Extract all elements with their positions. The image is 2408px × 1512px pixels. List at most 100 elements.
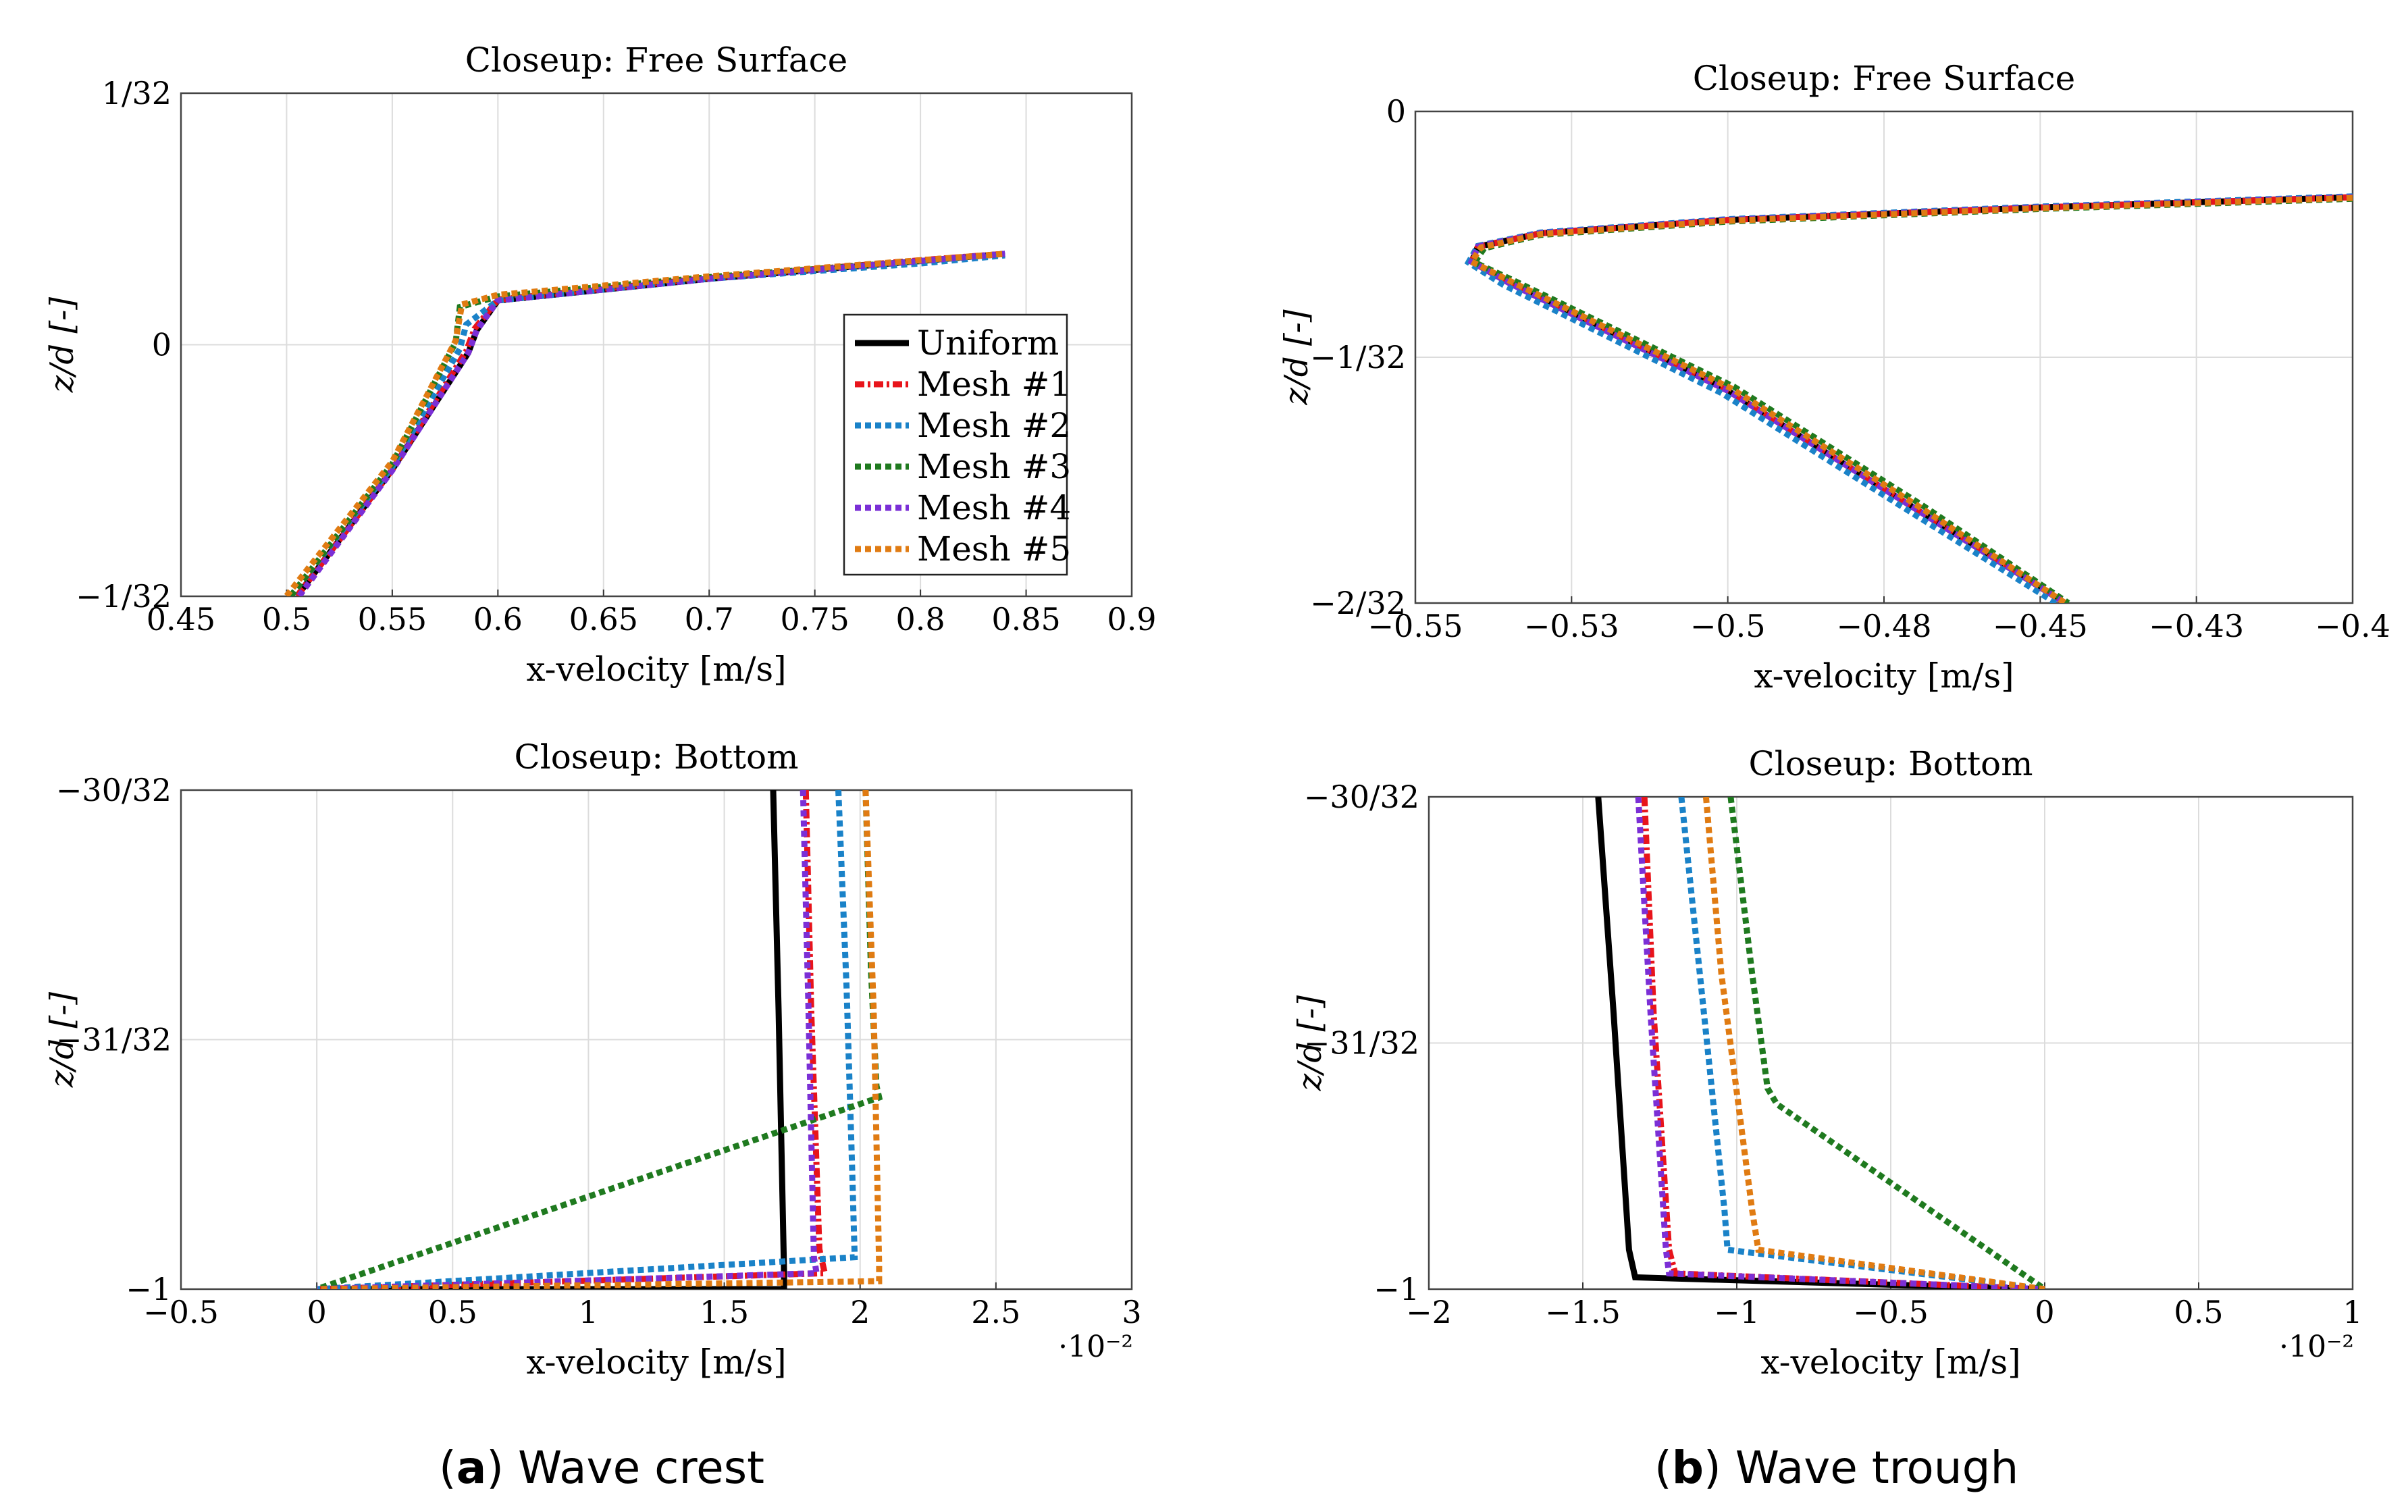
series-line-uniform	[1467, 194, 2353, 603]
plot-frame	[180, 92, 1133, 598]
caption-b-letter: b	[1671, 1442, 1704, 1494]
plot-frame	[1428, 796, 2354, 1291]
series-line-mesh-5	[1467, 194, 2353, 603]
y-tick-label: −2/32	[1310, 585, 1406, 621]
series-line-mesh-4	[296, 251, 1005, 596]
x-tick-label: 0.7	[685, 601, 734, 637]
y-tick-label: −1	[1373, 1271, 1419, 1307]
x-tick-label: −0.43	[2149, 608, 2244, 644]
x-tick-label: 0.45	[147, 601, 215, 637]
x-tick-label: 1.5	[700, 1294, 749, 1330]
series-line-mesh-1	[1467, 194, 2353, 603]
y-axis-label: z/d [-]	[1291, 995, 1329, 1091]
chart-crest-surface: 0.45 0.5 0.55 0.6 0.65 0.7 0.75 0.8 0.85 0.9 −1/32…	[43, 41, 1157, 689]
x-tick-label: 0.65	[569, 601, 638, 637]
x-tick-label: 0.8	[896, 601, 945, 637]
x-axis-label: x-velocity [m/s]	[526, 1342, 786, 1382]
y-tick-label: −1	[126, 1271, 172, 1307]
x-tick-label: 0.85	[991, 601, 1060, 637]
series-line-mesh-4	[1467, 194, 2353, 603]
y-tick-label: −30/32	[1304, 779, 1419, 815]
series-line-mesh-3	[288, 251, 1005, 596]
chart-title: Closeup: Free Surface	[465, 41, 847, 80]
caption-wave-crest: (a) Wave crest	[439, 1442, 764, 1494]
x-tick-label: 0.75	[780, 601, 849, 637]
x-tick-label: 0.9	[1107, 601, 1156, 637]
series-line-mesh-1	[1641, 797, 2045, 1289]
caption-a-letter: a	[456, 1442, 487, 1494]
series-group	[284, 251, 1005, 596]
y-axis-label: z/d [-]	[1278, 309, 1315, 405]
x-tick-label: 0	[307, 1294, 327, 1330]
series-line-mesh-4	[316, 790, 820, 1289]
caption-a-text: Wave crest	[518, 1442, 764, 1494]
series-line-mesh-5	[317, 790, 883, 1289]
x-axis-label: x-velocity [m/s]	[526, 650, 786, 689]
legend-box	[843, 313, 1068, 576]
y-tick-label: 1/32	[102, 75, 172, 111]
x-tick-label: 1	[2342, 1294, 2362, 1330]
x-tick-label: −0.5	[143, 1294, 219, 1330]
x-axis-label: x-velocity [m/s]	[1760, 1342, 2020, 1382]
x-tick-label: 2.5	[971, 1294, 1020, 1330]
x-axis-multiplier: ·10⁻²	[1058, 1330, 1133, 1364]
series-line-mesh-3	[1727, 797, 2047, 1289]
x-tick-label: 0.5	[428, 1294, 477, 1330]
y-tick-label: 0	[1386, 93, 1406, 130]
y-axis-label: z/d [-]	[43, 297, 81, 393]
x-tick-label: −0.55	[1368, 608, 1463, 644]
x-tick-label: −0.5	[1853, 1294, 1929, 1330]
chart-crest-bottom: −0.5 0 0.5 1 1.5 2 2.5 3 −1 −31/32 −30/32 Closeup: …	[43, 737, 1142, 1382]
x-tick-label: 3	[1122, 1294, 1141, 1330]
x-tick-label: −1	[1714, 1294, 1760, 1330]
caption-wave-trough: (b) Wave trough	[1654, 1442, 2019, 1494]
x-tick-label: −0.5	[1690, 608, 1766, 644]
caption-b-text: Wave trough	[1735, 1442, 2019, 1494]
series-group	[1595, 797, 2047, 1289]
y-tick-label: −1/32	[76, 578, 172, 615]
series-line-mesh-5	[284, 251, 1005, 596]
x-tick-label: 2	[850, 1294, 870, 1330]
y-axis-label: z/d [-]	[43, 992, 81, 1088]
x-axis-multiplier: ·10⁻²	[2279, 1330, 2354, 1364]
legend-label: Mesh #5	[917, 529, 1071, 569]
series-group	[1464, 193, 2353, 603]
series-line-mesh-5	[1702, 797, 2045, 1289]
x-tick-label: 0.6	[473, 601, 523, 637]
x-tick-label: 0.5	[2174, 1294, 2223, 1330]
y-tick-label: 0	[152, 327, 172, 363]
x-tick-label: 0	[2035, 1294, 2054, 1330]
legend-label: Mesh #2	[917, 406, 1071, 445]
x-tick-label: −2	[1406, 1294, 1452, 1330]
x-tick-label: 1	[579, 1294, 598, 1330]
series-line-mesh-3	[1470, 195, 2353, 603]
y-tick-label: −31/32	[1304, 1025, 1419, 1062]
series-line-mesh-2	[1464, 193, 2353, 603]
x-tick-label: 0.5	[262, 601, 311, 637]
plot-frame	[1414, 110, 2354, 604]
legend-label: Uniform	[917, 323, 1059, 363]
legend-label: Mesh #3	[917, 447, 1071, 486]
chart-title: Closeup: Bottom	[1748, 744, 2033, 783]
chart-title: Closeup: Bottom	[514, 737, 798, 777]
chart-title: Closeup: Free Surface	[1693, 59, 2075, 98]
chart-trough-surface: −0.55 −0.53 −0.5 −0.48 −0.45 −0.43 −0.4 −2/32 −1…	[1278, 59, 2390, 696]
x-tick-label: −0.45	[1993, 608, 2088, 644]
x-tick-label: −0.53	[1524, 608, 1619, 644]
x-axis-label: x-velocity [m/s]	[1754, 656, 2014, 696]
series-group	[315, 790, 883, 1289]
x-tick-label: −1.5	[1545, 1294, 1621, 1330]
legend-label: Mesh #1	[917, 365, 1071, 404]
x-tick-label: 0.55	[358, 601, 427, 637]
series-line-mesh-4	[1635, 797, 2045, 1289]
x-tick-label: −0.48	[1837, 608, 1932, 644]
y-tick-label: −31/32	[56, 1022, 172, 1058]
y-tick-label: −30/32	[56, 772, 172, 808]
x-tick-label: −0.4	[2315, 608, 2390, 644]
y-tick-label: −1/32	[1310, 339, 1406, 375]
legend-label: Mesh #4	[917, 488, 1071, 527]
chart-trough-bottom: −2 −1.5 −1 −0.5 0 0.5 1 −1 −31/32 −30/32 Closeup: …	[1291, 744, 2363, 1382]
series-line-uniform	[1595, 797, 2045, 1289]
